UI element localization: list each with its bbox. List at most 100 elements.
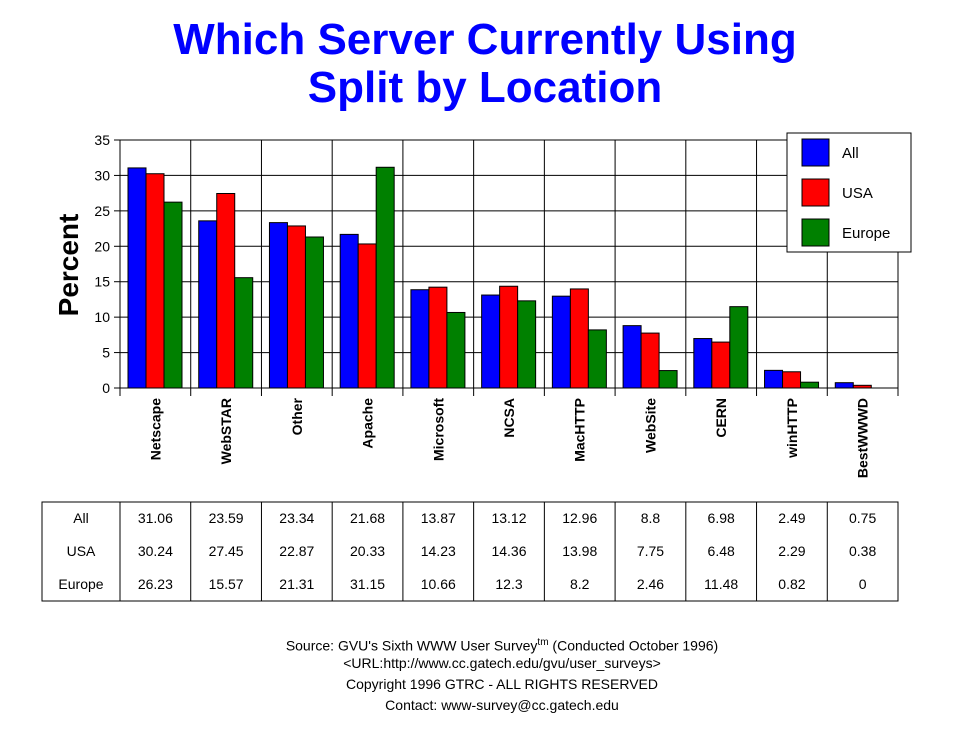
table-cell: 8.2 xyxy=(570,576,590,592)
x-tick-label: WebSite xyxy=(642,398,658,453)
bar-usa xyxy=(216,192,236,389)
table-cell: 13.12 xyxy=(491,510,526,526)
legend-swatch-usa xyxy=(801,178,830,207)
y-tick-label: 10 xyxy=(94,309,110,325)
bar-usa xyxy=(852,384,872,389)
bar-all xyxy=(551,295,571,389)
y-tick-label: 15 xyxy=(94,274,110,290)
bar-europe xyxy=(163,201,183,389)
bar-europe xyxy=(517,300,537,389)
table-cell: 12.3 xyxy=(495,576,522,592)
bar-all xyxy=(268,222,288,389)
table-cell: 10.66 xyxy=(421,576,456,592)
x-tick-label: Microsoft xyxy=(430,398,446,461)
table-cell: 13.87 xyxy=(421,510,456,526)
table-cell: 12.96 xyxy=(562,510,597,526)
table-cell: 6.98 xyxy=(708,510,735,526)
bar-usa xyxy=(640,332,660,389)
bar-all xyxy=(127,167,147,389)
bar-all xyxy=(622,325,642,389)
bar-all xyxy=(481,294,501,389)
table-cell: 27.45 xyxy=(209,543,244,559)
bar-europe xyxy=(729,306,749,389)
chart-title-line2: Split by Location xyxy=(307,63,663,112)
bar-all xyxy=(834,382,854,389)
bar-all xyxy=(764,369,784,389)
bar-europe xyxy=(446,311,466,389)
table-cell: 2.46 xyxy=(637,576,664,592)
y-tick-label: 20 xyxy=(94,238,110,254)
table-cell: 13.98 xyxy=(562,543,597,559)
chart-title-line1: Which Server Currently Using xyxy=(173,15,797,64)
bar-europe xyxy=(587,329,607,389)
bar-usa xyxy=(145,173,165,389)
x-tick-label: Other xyxy=(289,397,305,435)
bar-europe xyxy=(304,236,324,389)
bar-all xyxy=(410,289,430,389)
table-cell: 11.48 xyxy=(704,576,738,592)
table-cell: 26.23 xyxy=(138,576,173,592)
table-cell: 14.36 xyxy=(491,543,526,559)
bar-usa xyxy=(782,371,802,389)
table-row-label: Europe xyxy=(58,576,103,592)
legend-swatch-all xyxy=(801,138,830,167)
bar-usa xyxy=(428,286,448,389)
bar-europe xyxy=(800,381,820,389)
table-cell: 0.38 xyxy=(849,543,876,559)
y-tick-label: 30 xyxy=(94,167,110,183)
table-cell: 2.29 xyxy=(778,543,805,559)
source-tm: tm xyxy=(537,637,549,648)
x-tick-label: CERN xyxy=(713,398,729,438)
legend-label-europe: Europe xyxy=(842,225,890,242)
table-cell: 0.75 xyxy=(849,510,876,526)
table-cell: 7.75 xyxy=(637,543,664,559)
x-tick-label: NCSA xyxy=(501,398,517,438)
table-cell: 0 xyxy=(859,576,867,592)
table-row-label: All xyxy=(73,510,89,526)
contact-line: Contact: www-survey@cc.gatech.edu xyxy=(385,697,619,713)
source-prefix: Source: GVU's Sixth WWW User Survey xyxy=(285,637,538,654)
legend-label-usa: USA xyxy=(842,185,873,202)
table-cell: 6.48 xyxy=(708,543,735,559)
source-suffix: (Conducted October 1996) xyxy=(548,637,719,654)
y-tick-label: 25 xyxy=(94,203,110,219)
bar-all xyxy=(339,233,359,389)
bar-chart: 0 5 10 15 20 25 30 35 Percent Netscape WebSTAR Othe… xyxy=(41,132,912,602)
y-tick-label: 35 xyxy=(94,132,110,148)
table-cell: 22.87 xyxy=(279,543,314,559)
y-tick-label: 0 xyxy=(102,380,110,396)
bar-usa xyxy=(499,285,519,389)
x-tick-label: Apache xyxy=(360,398,376,449)
table-cell: 14.23 xyxy=(421,543,456,559)
bar-usa xyxy=(569,288,589,389)
x-tick-label: WebSTAR xyxy=(218,398,234,464)
legend-label-all: All xyxy=(842,145,859,162)
bar-usa xyxy=(286,225,306,389)
bar-usa xyxy=(357,243,377,389)
table-cell: 20.33 xyxy=(350,543,385,559)
legend-swatch-europe xyxy=(801,218,830,247)
copyright-line: Copyright 1996 GTRC - ALL RIGHTS RESERVE… xyxy=(346,676,658,692)
bar-all xyxy=(198,220,218,389)
table-cell: 30.24 xyxy=(138,543,173,559)
bar-usa xyxy=(711,341,731,389)
table-cell: 2.49 xyxy=(778,510,805,526)
table-cell: 23.34 xyxy=(279,510,314,526)
y-axis-label: Percent xyxy=(53,214,84,317)
table-cell: 15.57 xyxy=(209,576,244,592)
bar-europe xyxy=(658,370,678,389)
source-line: Source: GVU's Sixth WWW User Surveytm (C… xyxy=(0,633,970,656)
table-cell: 23.59 xyxy=(209,510,244,526)
y-tick-label: 5 xyxy=(102,345,110,361)
table-cell: 21.31 xyxy=(279,576,314,592)
table-cell: 31.06 xyxy=(138,510,173,526)
bar-europe xyxy=(234,277,254,389)
table-row-label: USA xyxy=(67,543,96,559)
x-tick-label: BestWWWD xyxy=(855,398,871,478)
bar-all xyxy=(693,338,713,389)
x-tick-label: Netscape xyxy=(147,398,163,460)
table-cell: 31.15 xyxy=(350,576,385,592)
table-cell: 8.8 xyxy=(641,510,661,526)
table-cell: 21.68 xyxy=(350,510,385,526)
x-tick-label: winHTTP xyxy=(784,398,800,459)
